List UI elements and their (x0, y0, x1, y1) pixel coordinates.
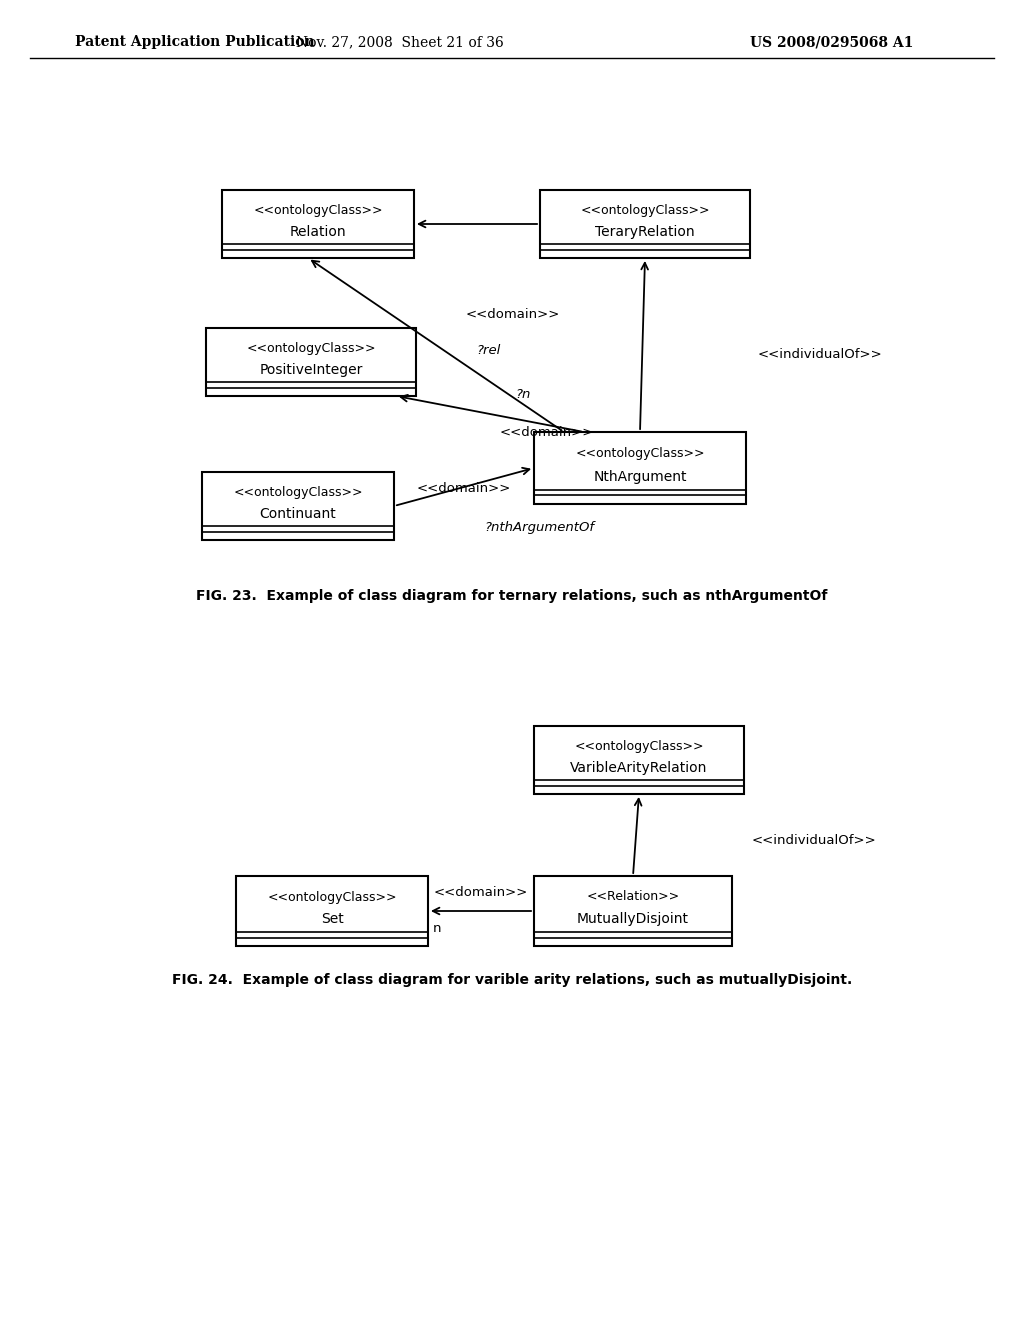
Text: n: n (433, 923, 441, 936)
Text: <<domain>>: <<domain>> (500, 425, 594, 438)
Text: <<Relation>>: <<Relation>> (587, 891, 680, 903)
Bar (534, 876, 732, 946)
Text: FIG. 23.  Example of class diagram for ternary relations, such as nthArgumentOf: FIG. 23. Example of class diagram for te… (197, 589, 827, 603)
Text: <<ontologyClass>>: <<ontologyClass>> (246, 342, 376, 355)
Text: ?nthArgumentOf: ?nthArgumentOf (484, 521, 594, 535)
Bar (236, 876, 428, 946)
Text: Continuant: Continuant (260, 507, 336, 521)
Bar (202, 473, 394, 540)
Bar (540, 190, 750, 257)
Text: Set: Set (321, 912, 343, 927)
Text: MutuallyDisjoint: MutuallyDisjoint (577, 912, 689, 927)
Text: <<ontologyClass>>: <<ontologyClass>> (575, 447, 705, 461)
Text: VaribleArityRelation: VaribleArityRelation (570, 762, 708, 775)
Text: Nov. 27, 2008  Sheet 21 of 36: Nov. 27, 2008 Sheet 21 of 36 (296, 36, 504, 49)
Text: <<domain>>: <<domain>> (466, 309, 560, 322)
Text: <<individualOf>>: <<individualOf>> (758, 348, 883, 362)
Text: FIG. 24.  Example of class diagram for varible arity relations, such as mutually: FIG. 24. Example of class diagram for va… (172, 973, 852, 987)
Text: Relation: Relation (290, 226, 346, 239)
Text: PositiveInteger: PositiveInteger (259, 363, 362, 378)
Bar (534, 726, 744, 795)
Text: ?n: ?n (515, 388, 530, 400)
Text: US 2008/0295068 A1: US 2008/0295068 A1 (750, 36, 913, 49)
Text: <<ontologyClass>>: <<ontologyClass>> (253, 203, 383, 216)
Text: <<individualOf>>: <<individualOf>> (752, 833, 877, 846)
Text: TeraryRelation: TeraryRelation (595, 226, 695, 239)
Text: <<domain>>: <<domain>> (417, 482, 511, 495)
Bar (534, 432, 746, 504)
Text: <<ontologyClass>>: <<ontologyClass>> (581, 203, 710, 216)
Text: <<ontologyClass>>: <<ontologyClass>> (267, 891, 396, 903)
Text: <<ontologyClass>>: <<ontologyClass>> (574, 741, 703, 752)
Bar (222, 190, 414, 257)
Bar (206, 327, 416, 396)
Text: NthArgument: NthArgument (593, 470, 687, 483)
Text: <<domain>>: <<domain>> (434, 887, 528, 899)
Text: Patent Application Publication: Patent Application Publication (75, 36, 314, 49)
Text: <<ontologyClass>>: <<ontologyClass>> (233, 486, 362, 499)
Text: ?rel: ?rel (476, 343, 501, 356)
